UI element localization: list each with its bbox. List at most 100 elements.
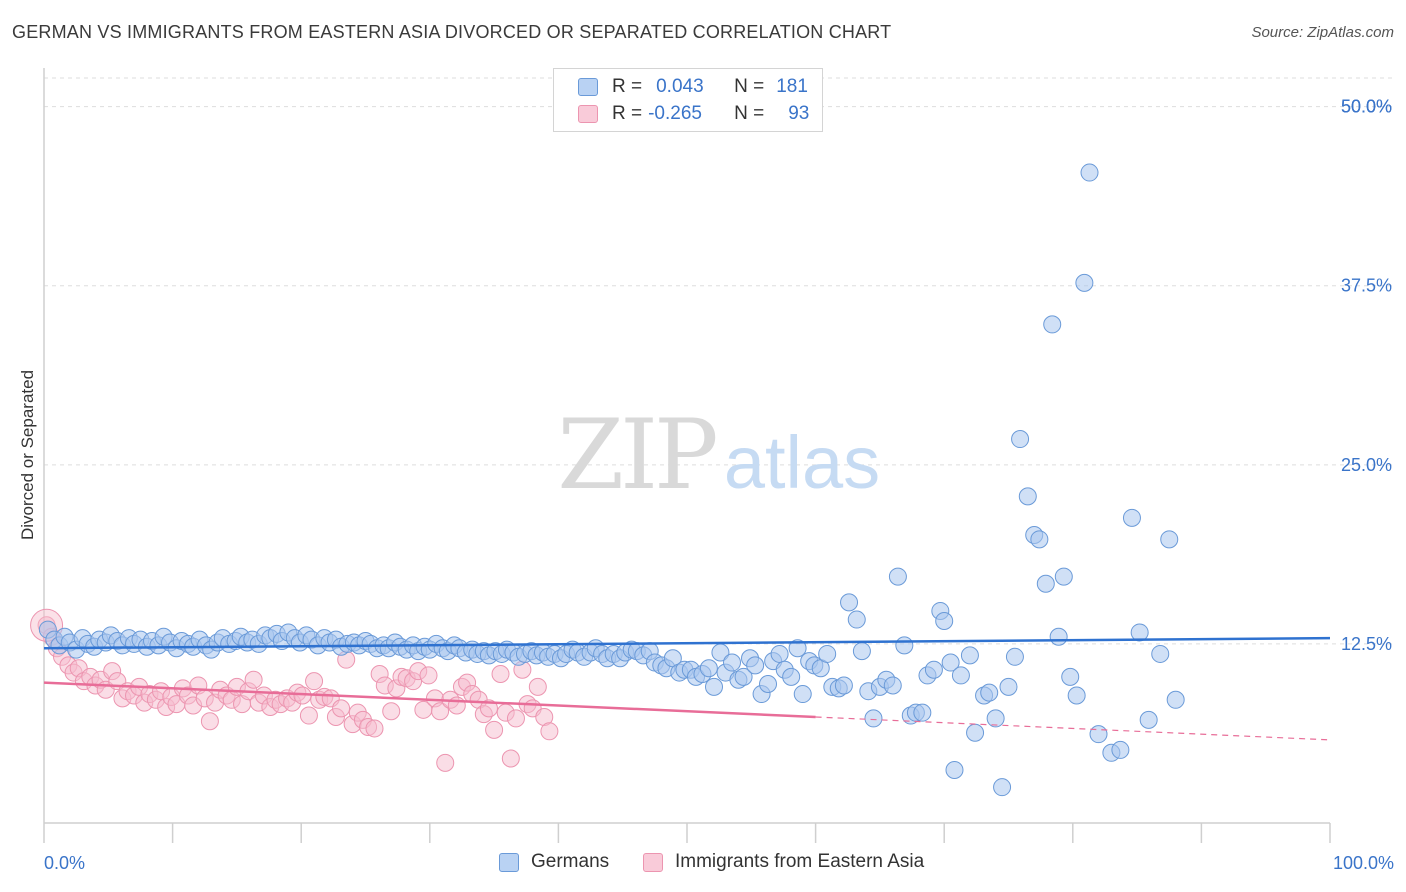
data-point-germans xyxy=(999,677,1018,696)
axes xyxy=(43,68,1331,843)
data-point-germans xyxy=(951,666,970,685)
legend-label-eastern-asia: Immigrants from Eastern Asia xyxy=(675,851,925,872)
data-point-germans xyxy=(1166,690,1185,709)
y-tick-label: 12.5% xyxy=(1341,634,1392,654)
data-point-eastern-asia xyxy=(491,665,510,683)
data-point-germans xyxy=(734,667,753,686)
data-point-germans xyxy=(847,610,866,629)
legend-n-value: 181 xyxy=(776,76,808,97)
tick-labels: 12.5%25.0%37.5%50.0%50.0%0.0% 100.0% xyxy=(44,97,1394,873)
data-point-germans xyxy=(895,636,914,655)
legend-row-eastern-asia: R = -0.265 N = 93 xyxy=(578,101,809,127)
data-point-germans xyxy=(941,653,960,672)
data-point-germans xyxy=(746,656,765,675)
data-point-germans xyxy=(1054,567,1073,586)
data-point-germans xyxy=(1067,686,1086,705)
data-point-germans xyxy=(935,611,954,630)
legend-r-label: R = xyxy=(612,103,643,124)
trend-lines xyxy=(43,636,1331,741)
data-point-eastern-asia xyxy=(299,706,318,725)
data-point-eastern-asia xyxy=(506,709,525,728)
data-point-eastern-asia xyxy=(528,677,547,696)
x-tick-label: 100.0% xyxy=(1333,853,1394,873)
data-point-eastern-asia xyxy=(485,720,504,739)
chart-title: GERMAN VS IMMIGRANTS FROM EASTERN ASIA D… xyxy=(12,22,892,42)
y-tick-label: 25.0% xyxy=(1341,455,1392,475)
data-point-germans xyxy=(924,660,943,679)
data-point-eastern-asia xyxy=(332,699,351,718)
legend-item-eastern-asia[interactable]: Immigrants from Eastern Asia xyxy=(643,851,924,873)
zipatlas-watermark: ZIP atlas xyxy=(557,399,880,511)
data-point-germans xyxy=(1122,508,1141,527)
y-tick-label: 50.0% xyxy=(1341,97,1392,117)
legend-swatch-blue xyxy=(578,78,598,96)
data-point-germans xyxy=(986,709,1005,728)
data-point-eastern-asia xyxy=(200,712,219,731)
legend-n-label: N = xyxy=(734,76,765,97)
data-point-germans xyxy=(788,639,807,658)
legend-n-value: 93 xyxy=(788,103,810,124)
data-point-germans xyxy=(980,683,999,702)
y-tick-label: 37.5% xyxy=(1341,276,1392,296)
data-point-germans xyxy=(759,675,778,694)
data-point-eastern-asia xyxy=(501,749,520,768)
data-point-germans xyxy=(1160,530,1179,549)
series-germans-points xyxy=(38,163,1185,797)
data-point-germans xyxy=(723,653,742,672)
data-point-germans xyxy=(993,778,1012,797)
x-tick-label: 0.0% xyxy=(44,853,85,873)
data-point-germans xyxy=(1030,530,1049,549)
data-point-germans xyxy=(1080,163,1099,182)
data-point-eastern-asia xyxy=(305,672,324,691)
data-point-germans xyxy=(852,642,871,661)
data-point-germans xyxy=(782,667,801,686)
data-point-germans xyxy=(1043,315,1062,334)
data-point-germans xyxy=(1011,430,1030,449)
legend-swatch-blue xyxy=(499,852,519,872)
legend-swatch-pink xyxy=(643,852,663,872)
data-point-germans xyxy=(966,723,985,742)
data-point-germans xyxy=(1075,273,1094,292)
data-point-germans xyxy=(913,703,932,722)
watermark-atlas: atlas xyxy=(724,421,880,504)
data-point-germans xyxy=(793,685,812,704)
legend-row-germans: R = 0.043 N = 181 xyxy=(578,74,808,100)
data-point-eastern-asia xyxy=(244,670,263,689)
data-point-eastern-asia xyxy=(436,753,455,772)
data-point-eastern-asia xyxy=(365,719,384,738)
data-point-eastern-asia xyxy=(479,699,498,718)
data-point-germans xyxy=(1089,725,1108,744)
data-point-germans xyxy=(1111,740,1130,759)
legend-r-value: -0.265 xyxy=(648,103,702,124)
data-point-germans xyxy=(1139,710,1158,729)
data-point-germans xyxy=(699,659,718,678)
data-point-germans xyxy=(1036,574,1055,593)
data-point-germans xyxy=(1018,487,1037,506)
data-point-germans xyxy=(834,676,853,695)
correlation-legend: R = 0.043 N = 181 R = -0.265 N = 93 xyxy=(553,68,823,132)
data-point-germans xyxy=(818,644,837,663)
watermark-zip: ZIP xyxy=(557,399,716,511)
legend-item-germans[interactable]: Germans xyxy=(499,851,609,873)
data-point-eastern-asia xyxy=(431,702,450,721)
data-point-eastern-asia xyxy=(419,666,438,685)
legend-swatch-pink xyxy=(578,105,598,123)
series-legend: Germans Immigrants from Eastern Asia xyxy=(0,851,1406,877)
y-axis-label: Divorced or Separated xyxy=(18,369,37,541)
data-point-germans xyxy=(1061,667,1080,686)
grid-lines xyxy=(44,77,1394,645)
legend-r-label: R = xyxy=(612,76,643,97)
data-point-germans xyxy=(1005,647,1024,666)
source-label: Source: ZipAtlas.com xyxy=(1251,24,1394,41)
data-point-eastern-asia xyxy=(382,702,401,721)
trend-line-eastern-asia-extension xyxy=(815,716,1331,741)
data-point-germans xyxy=(960,646,979,665)
data-point-germans xyxy=(1130,623,1149,642)
data-point-germans xyxy=(1049,627,1068,646)
data-point-germans xyxy=(770,644,789,663)
legend-r-value: 0.043 xyxy=(656,76,704,97)
data-point-germans xyxy=(1151,644,1170,663)
y-tick-label: 50.0% xyxy=(1341,97,1392,117)
data-point-germans xyxy=(840,593,859,612)
